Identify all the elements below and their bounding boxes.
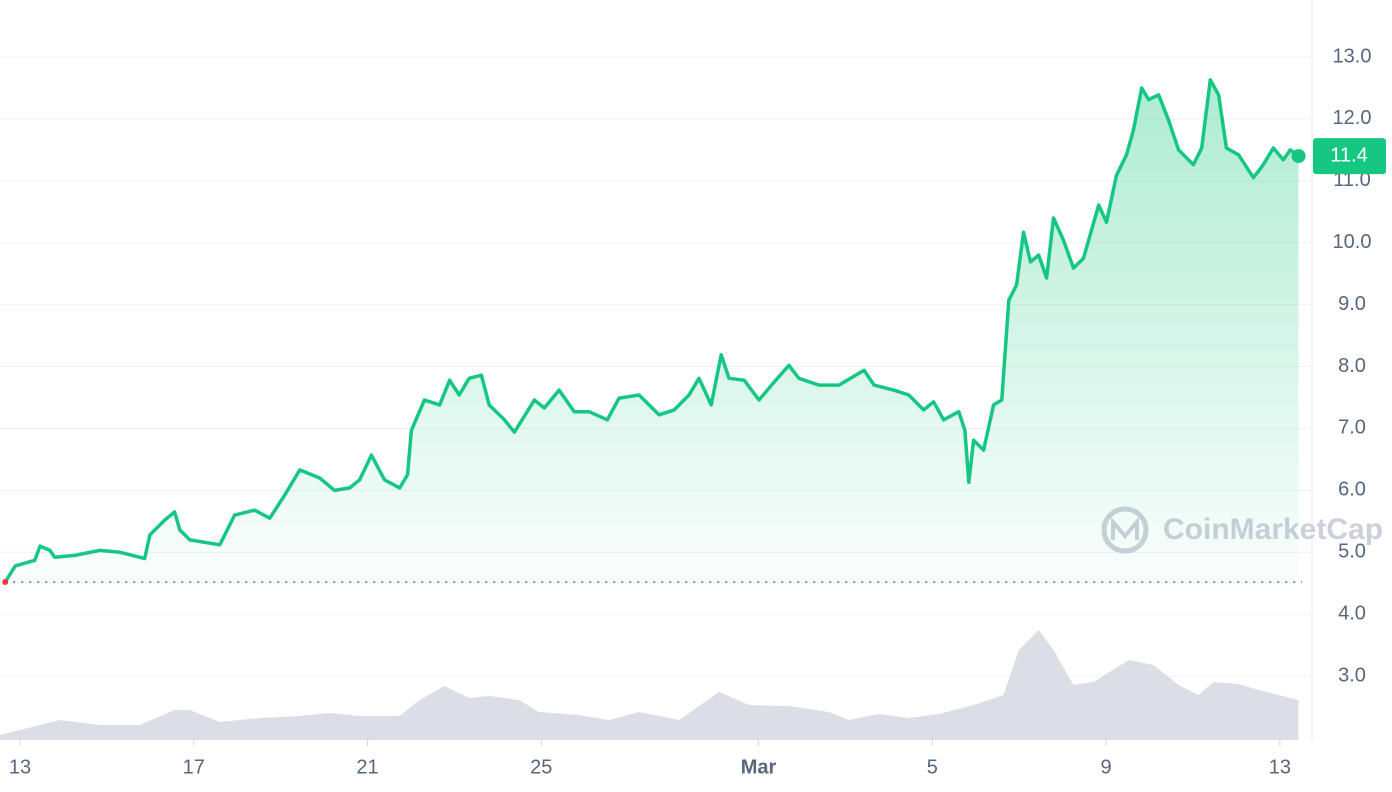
x-tick-label: 13	[1269, 756, 1291, 778]
last-price-box	[1313, 138, 1386, 175]
last-dot	[1291, 149, 1306, 164]
y-tick-label: 8.0	[1338, 355, 1366, 377]
y-tick-label: 10.0	[1333, 231, 1372, 253]
x-tick-label: 17	[183, 756, 205, 778]
y-tick-label: 6.0	[1338, 479, 1366, 501]
x-tick-label: 9	[1101, 756, 1112, 778]
price-area	[5, 79, 1299, 583]
y-tick-label: 5.0	[1338, 541, 1366, 563]
volume-area	[0, 630, 1299, 740]
y-tick-label: 7.0	[1338, 417, 1366, 439]
x-tick-label: 25	[530, 756, 552, 778]
x-tick-label: Mar	[741, 756, 777, 778]
y-tick-label: 12.0	[1333, 107, 1372, 129]
x-tick-label: 13	[9, 756, 31, 778]
y-tick-label: 4.0	[1338, 602, 1366, 624]
y-tick-label: 3.0	[1338, 664, 1366, 686]
x-tick-label: 21	[356, 756, 378, 778]
y-tick-label: 13.0	[1333, 45, 1372, 67]
start-dot	[2, 578, 9, 585]
x-tick-label: 5	[927, 756, 938, 778]
y-tick-label: 11.0	[1333, 169, 1370, 191]
last-price-label: 11.4	[1330, 144, 1367, 166]
y-tick-label: 9.0	[1338, 293, 1366, 315]
price-line	[3, 78, 1300, 583]
